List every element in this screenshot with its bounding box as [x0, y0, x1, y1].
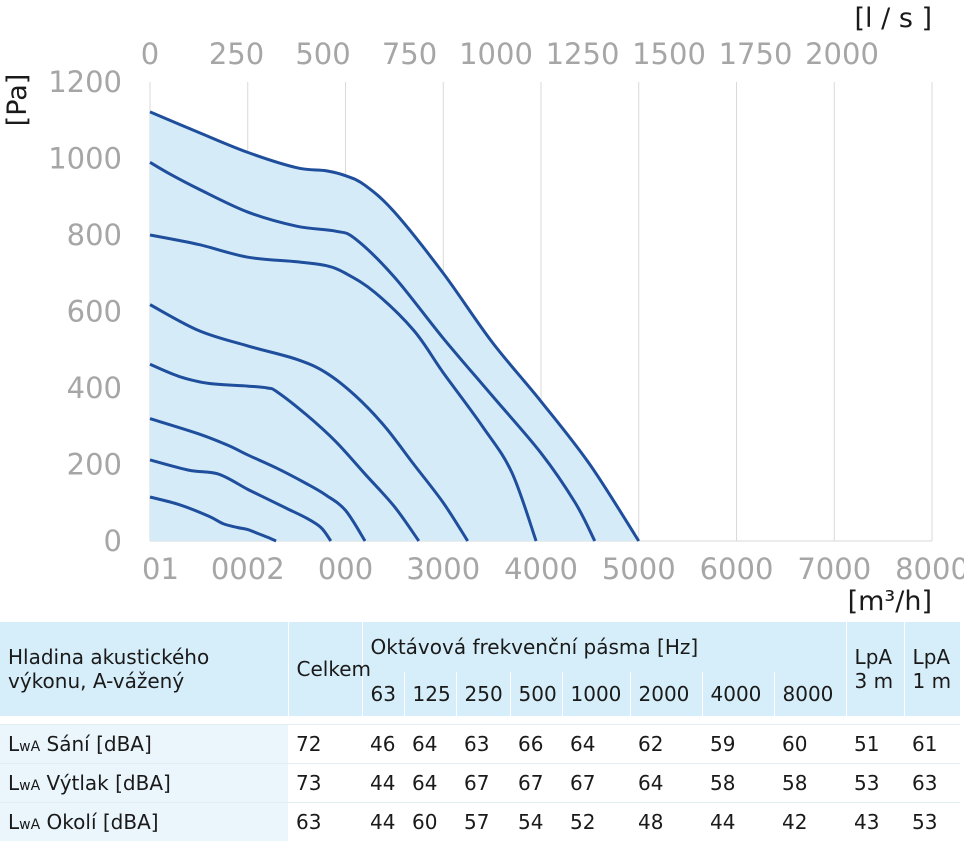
curve-4: [149, 303, 469, 542]
table-cell: 58: [702, 763, 774, 803]
table-cell: 63: [288, 802, 362, 841]
x-tick-label: 6000: [700, 552, 774, 586]
top-tick-label: 1000: [459, 37, 533, 71]
table-cell: 57: [456, 802, 510, 841]
table-cell: 46: [362, 724, 404, 764]
row-label: LwA Sání [dBA]: [0, 724, 288, 764]
table-cell: 51: [846, 724, 905, 764]
band-header: 63: [361, 672, 404, 716]
y-axis-label: [Pa]: [2, 74, 33, 127]
band-header: 500: [509, 672, 562, 716]
table-cell: 66: [510, 724, 562, 764]
x-axis-label: [m³/h]: [848, 586, 932, 617]
curve-6: [149, 417, 367, 542]
table-cell: 64: [630, 763, 702, 803]
table-cell: 44: [362, 763, 404, 803]
table-cell: 60: [404, 802, 456, 841]
top-tick-label: 750: [382, 37, 437, 71]
table-cell: 43: [846, 802, 905, 841]
curve-3: [149, 233, 538, 542]
y-tick-label: 1000: [48, 142, 122, 176]
curve-1: [149, 110, 641, 542]
band-header: 2000: [629, 672, 702, 716]
table-cell: 72: [288, 724, 362, 764]
x-tick-label: 000: [318, 552, 373, 586]
top-tick-label: 1750: [719, 37, 793, 71]
table-row: LwA Výtlak [dBA] 73 44 64 67 67 67 64 58 58 53 63: [0, 763, 961, 803]
top-tick-label: 1500: [632, 37, 706, 71]
band-header: 1000: [561, 672, 630, 716]
y-tick-label: 600: [67, 295, 122, 329]
band-header: 250: [455, 672, 510, 716]
table-cell: 63: [456, 724, 510, 764]
table-cell: 54: [510, 802, 562, 841]
y-tick-label: 0: [104, 524, 122, 558]
x-tick-label: 5000: [602, 552, 676, 586]
x-tick-label: 8000: [895, 552, 964, 586]
table-cell: 53: [904, 802, 961, 841]
table-cell: 58: [774, 763, 847, 803]
table-header-total: Celkem: [287, 622, 371, 716]
table-cell: 64: [404, 724, 456, 764]
top-axis-label: [l / s ]: [855, 3, 932, 34]
table-cell: 52: [562, 802, 630, 841]
table-cell: 64: [562, 724, 630, 764]
row-label: LwA Okolí [dBA]: [0, 802, 288, 841]
x-tick-label: 4000: [504, 552, 578, 586]
table-cell: 48: [630, 802, 702, 841]
y-tick-label: 800: [67, 218, 122, 252]
band-header: 4000: [701, 672, 774, 716]
top-tick-label: 500: [295, 37, 350, 71]
table-cell: 67: [510, 763, 562, 803]
table-cell: 42: [774, 802, 847, 841]
performance-curves: [149, 110, 641, 543]
band-header: 8000: [773, 672, 847, 716]
top-tick-label: 0: [141, 37, 159, 71]
table-header-label: Hladina akustického výkonu, A-vážený: [8, 645, 210, 693]
table-cell: 44: [362, 802, 404, 841]
table-cell: 67: [456, 763, 510, 803]
table-header-lpa-3m: LpA 3 m: [845, 622, 905, 716]
top-tick-label: 2000: [805, 37, 879, 71]
curve-7: [149, 458, 333, 542]
table-cell: 73: [288, 763, 362, 803]
x-tick-label: 01: [142, 552, 179, 586]
table-cell: 44: [702, 802, 774, 841]
table-header-lpa-1m: LpA 1 m: [903, 622, 961, 716]
table-cell: 64: [404, 763, 456, 803]
acoustic-table: Hladina akustického výkonu, A-vážený Cel…: [0, 622, 961, 841]
table-cell: 59: [702, 724, 774, 764]
row-label: LwA Výtlak [dBA]: [0, 763, 288, 803]
curve-2: [149, 161, 597, 542]
top-axis-ticks: 0 250 500 750 1000 1250 1500 1750 2000: [141, 37, 879, 71]
x-tick-label: 3000: [406, 552, 480, 586]
curve-8: [149, 495, 277, 543]
table-row: LwA Sání [dBA] 72 46 64 63 66 64 62 59 60 51 61: [0, 724, 961, 764]
table-cell: 63: [904, 763, 961, 803]
table-header-octave: Oktávová frekvenční pásma [Hz]: [361, 622, 847, 672]
y-tick-label: 200: [67, 448, 122, 482]
table-row: LwA Okolí [dBA] 63 44 60 57 54 52 48 44 42 43 53: [0, 802, 961, 841]
x-tick-label: 0002: [211, 552, 285, 586]
table-cell: 61: [904, 724, 961, 764]
curve-5: [149, 362, 421, 542]
band-header: 125: [403, 672, 456, 716]
y-axis-ticks: 0 200 400 600 800 1000 1200: [48, 65, 122, 558]
table-cell: 60: [774, 724, 847, 764]
table-cell: 67: [562, 763, 630, 803]
top-tick-label: 250: [209, 37, 264, 71]
y-tick-label: 400: [67, 371, 122, 405]
y-tick-label: 1200: [48, 65, 122, 99]
x-tick-label: 7000: [797, 552, 871, 586]
table-cell: 62: [630, 724, 702, 764]
top-tick-label: 1250: [546, 37, 620, 71]
x-axis-ticks: 010002000300040005000600070008000000: [142, 552, 964, 586]
table-cell: 53: [846, 763, 905, 803]
